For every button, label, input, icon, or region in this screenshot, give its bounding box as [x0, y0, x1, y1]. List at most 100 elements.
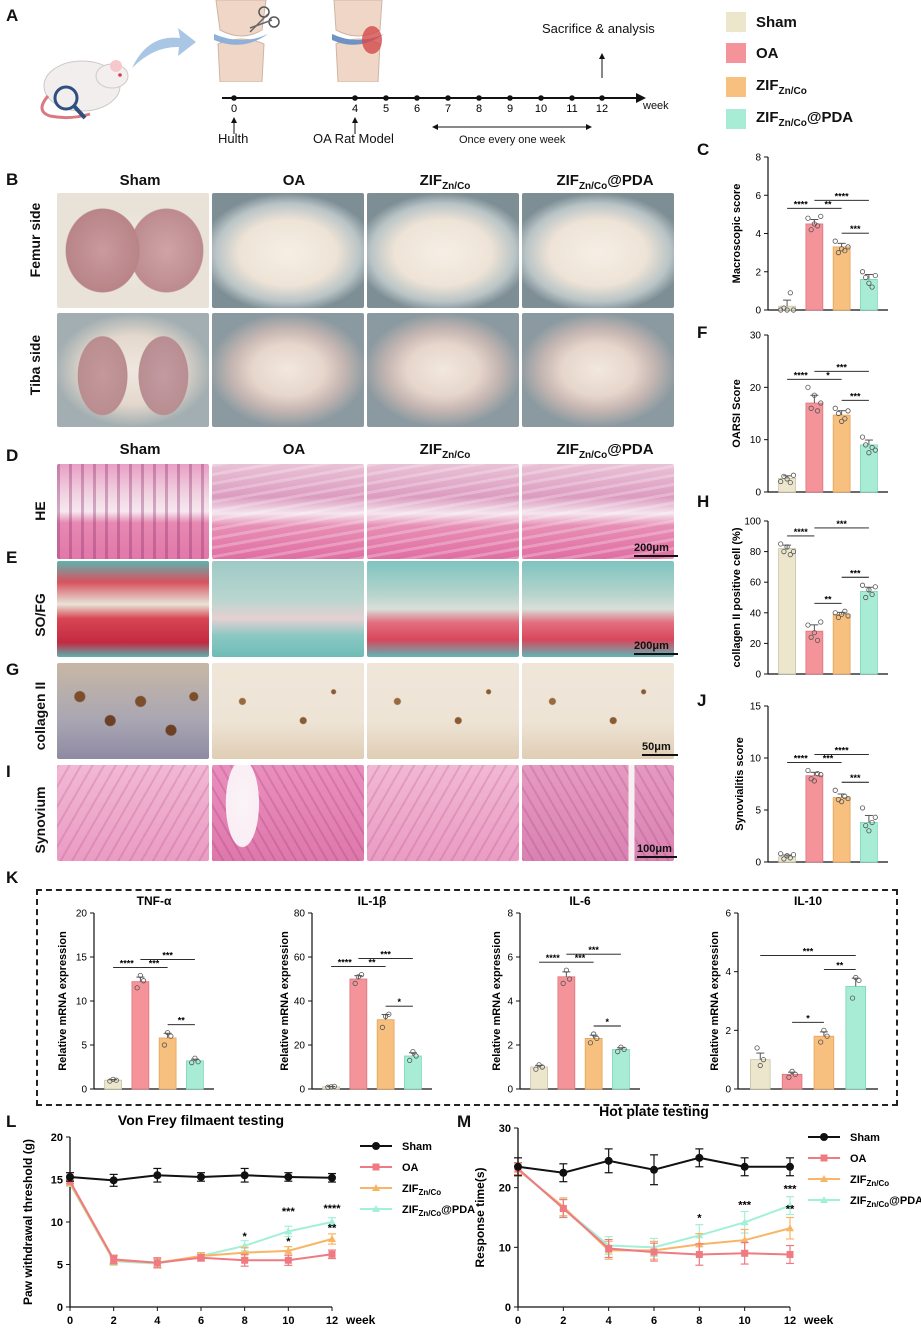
legend-marker — [820, 1154, 828, 1162]
data-point — [786, 1074, 792, 1080]
data-point — [787, 290, 793, 296]
chart-title: IL-10 — [794, 894, 822, 908]
y-tick-label: 2 — [507, 1041, 513, 1052]
data-point — [109, 1176, 118, 1185]
data-point — [863, 594, 869, 601]
data-point — [872, 584, 878, 590]
data-point — [740, 1236, 749, 1244]
data-point — [784, 476, 790, 482]
y-axis-label: Relative mRNA expression — [57, 931, 69, 1071]
significance-label: * — [806, 1013, 810, 1023]
panel-letter-e: E — [6, 548, 18, 567]
data-point — [514, 1162, 522, 1171]
y-tick-label: 15 — [51, 1175, 63, 1187]
y-tick-label: 6 — [507, 953, 513, 964]
data-point — [818, 213, 824, 219]
legend-label: OA — [402, 1162, 419, 1174]
x-axis-label: week — [803, 1313, 834, 1327]
mrna-panel-border — [36, 889, 898, 1106]
legend-marker — [820, 1133, 828, 1141]
significance-label: ** — [824, 199, 832, 209]
data-point — [784, 307, 790, 313]
significance-label: *** — [850, 224, 861, 234]
panel-letter-c: C — [697, 140, 710, 159]
significance-label: * — [826, 370, 830, 380]
timeline-up-arrowhead — [352, 117, 358, 123]
y-axis-label: Response time(s) — [473, 1167, 487, 1267]
data-point — [110, 1076, 116, 1082]
y-tick-label: 4 — [725, 967, 731, 978]
bar — [845, 985, 866, 1090]
data-point — [869, 284, 875, 290]
legend-zif-pda: ZIFZn/Co@PDA — [726, 109, 853, 129]
col-header-sham: Sham — [119, 172, 161, 189]
data-point — [358, 971, 365, 978]
timeline-dot — [476, 95, 482, 101]
timeline-unit: week — [643, 100, 669, 112]
data-point — [328, 1173, 336, 1182]
legend-sub: Zn/Co — [778, 86, 807, 97]
data-point — [790, 472, 797, 478]
data-point — [839, 418, 845, 424]
legend-swatch-zif-pda — [726, 109, 746, 129]
significance-label: *** — [850, 391, 861, 401]
significance-label: **** — [835, 191, 850, 201]
data-point — [845, 795, 851, 802]
data-point — [869, 819, 875, 826]
y-tick-label: 80 — [294, 909, 306, 920]
tibia-photo — [57, 313, 209, 427]
legend-label: ZIFZn/Co — [850, 1174, 889, 1188]
x-tick-label: 0 — [67, 1315, 73, 1327]
data-point — [814, 637, 821, 643]
data-point — [604, 1156, 613, 1165]
data-point — [284, 1172, 293, 1181]
data-point — [839, 611, 845, 617]
data-point — [845, 244, 851, 250]
panel-letter-j: J — [697, 691, 707, 710]
bar — [805, 630, 824, 675]
collagen-ii-stain-image — [212, 663, 364, 759]
he-stain-image — [522, 464, 674, 559]
timeline-tick-label: 11 — [566, 103, 577, 115]
data-point — [379, 1024, 386, 1031]
data-point — [872, 447, 878, 453]
legend-label: Sham — [850, 1132, 880, 1144]
data-point — [863, 822, 869, 829]
bar — [832, 246, 851, 311]
data-point — [808, 405, 814, 411]
synovium-stain-image — [212, 765, 364, 861]
significance-label: **** — [794, 753, 809, 763]
legend-label: ZIF — [756, 77, 779, 94]
significance-label: *** — [784, 1183, 798, 1195]
chart-title: Von Frey filmaent testing — [118, 1112, 284, 1128]
data-point — [832, 405, 838, 411]
y-tick-label: 10 — [750, 754, 762, 765]
data-point — [790, 307, 797, 313]
data-point — [832, 610, 838, 616]
he-stain-image — [367, 464, 519, 559]
data-point — [786, 1201, 794, 1209]
col-header-oa: OA — [282, 172, 306, 189]
bar — [530, 1066, 548, 1090]
data-point — [866, 828, 872, 834]
data-point — [134, 985, 140, 991]
data-point — [778, 541, 784, 547]
data-point — [328, 1084, 334, 1090]
data-point — [863, 442, 869, 448]
significance-label: * — [243, 1231, 248, 1243]
y-tick-label: 10 — [76, 997, 88, 1008]
y-tick-label: 15 — [750, 702, 762, 713]
data-point — [859, 582, 866, 588]
y-tick-label: 8 — [507, 909, 513, 920]
data-point — [824, 1033, 830, 1039]
bar — [805, 775, 824, 863]
legend-label: OA — [756, 44, 779, 62]
y-tick-label: 80 — [750, 547, 762, 558]
panel-letter-g: G — [6, 660, 20, 679]
data-point — [839, 799, 845, 805]
data-point — [587, 1040, 594, 1046]
legend-swatch-oa — [726, 43, 746, 63]
significance-label: *** — [282, 1206, 296, 1218]
data-point — [197, 1254, 205, 1262]
